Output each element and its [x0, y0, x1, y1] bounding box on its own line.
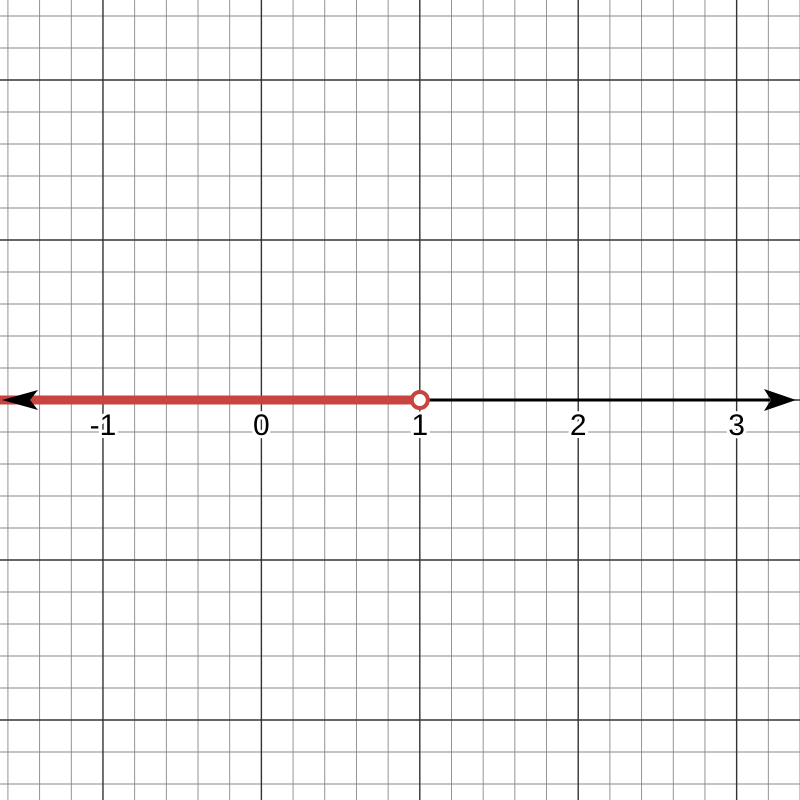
open-endpoint-circle [409, 390, 430, 410]
solution-set [0, 390, 430, 410]
tick-labels: -1 0 1 2 3 [87, 406, 748, 445]
tick-label: 3 [728, 409, 745, 442]
right-arrow-icon [764, 389, 796, 411]
tick-label: 1 [411, 409, 428, 442]
tick-label: 2 [570, 409, 587, 442]
tick-label: -1 [90, 409, 117, 442]
tick-label: 0 [253, 409, 270, 442]
left-arrow-icon [2, 390, 38, 410]
